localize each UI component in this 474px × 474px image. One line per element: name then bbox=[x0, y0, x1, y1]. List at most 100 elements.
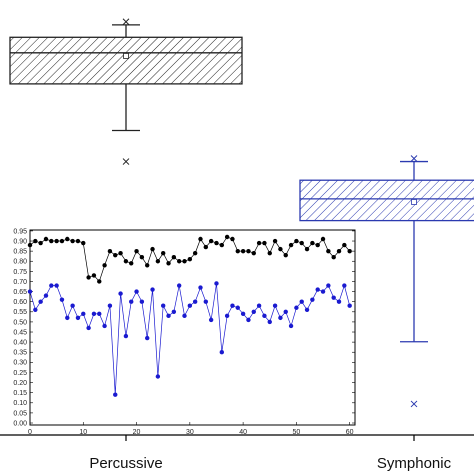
inset-y-tick-label: 0.75 bbox=[13, 269, 27, 276]
inset-y-tick-label: 0.50 bbox=[13, 319, 27, 326]
series-point bbox=[49, 283, 54, 288]
main-x-axis: Percussive Symphonic bbox=[0, 434, 474, 472]
series-point bbox=[139, 299, 145, 304]
series-point bbox=[38, 240, 43, 246]
series-point bbox=[256, 303, 262, 308]
inset-y-tick-label: 0.80 bbox=[13, 259, 27, 266]
series-point bbox=[208, 317, 214, 323]
series-point bbox=[320, 236, 326, 242]
outlier-marker bbox=[410, 400, 418, 408]
series-point bbox=[97, 311, 102, 317]
series-point bbox=[262, 313, 267, 319]
series-point bbox=[182, 259, 187, 264]
series-point bbox=[70, 303, 75, 308]
series-point bbox=[336, 248, 342, 254]
series-point bbox=[43, 236, 49, 242]
series-point bbox=[262, 240, 267, 246]
mean-marker bbox=[411, 199, 417, 205]
inset-y-tick-label: 0.95 bbox=[13, 228, 27, 235]
series-point bbox=[166, 313, 171, 319]
series-point bbox=[145, 335, 150, 341]
series-point bbox=[97, 279, 102, 284]
series-point bbox=[187, 303, 193, 308]
max-marker bbox=[410, 155, 418, 162]
series-point bbox=[150, 246, 155, 252]
series-point bbox=[166, 261, 171, 266]
inset-x-tick-label: 0 bbox=[28, 429, 32, 436]
series-point bbox=[203, 244, 209, 250]
series-point bbox=[219, 242, 225, 248]
series-point bbox=[134, 248, 139, 254]
series-point bbox=[342, 242, 347, 248]
interquartile-box bbox=[299, 179, 474, 222]
series-point bbox=[304, 246, 310, 252]
series-point bbox=[43, 293, 49, 298]
inset-y-tick-label: 0.00 bbox=[13, 420, 27, 427]
series-point bbox=[155, 374, 161, 379]
series-point bbox=[145, 263, 150, 268]
series-point bbox=[113, 252, 118, 258]
series-point bbox=[342, 283, 347, 288]
series-point bbox=[91, 273, 97, 278]
inset-frame bbox=[29, 229, 356, 426]
series-point bbox=[198, 285, 203, 290]
category-label-symphonic: Symphonic bbox=[377, 455, 452, 472]
series-point bbox=[326, 283, 331, 288]
series-point bbox=[33, 238, 38, 244]
series-point bbox=[81, 240, 86, 246]
inset-y-tick-label: 0.40 bbox=[13, 340, 27, 347]
inset-y-tick-label: 0.30 bbox=[13, 360, 27, 367]
outlier-marker bbox=[122, 158, 130, 165]
series-point bbox=[65, 315, 70, 321]
series-point bbox=[139, 255, 145, 260]
series-point bbox=[278, 315, 283, 321]
series-point bbox=[283, 309, 288, 314]
series-point bbox=[65, 236, 70, 242]
inset-x-tick-label: 60 bbox=[346, 429, 354, 436]
series-point bbox=[288, 242, 294, 248]
series-point bbox=[299, 299, 304, 304]
inset-x-tick-label: 30 bbox=[186, 429, 194, 436]
series-point bbox=[267, 250, 272, 256]
series-point bbox=[246, 317, 251, 323]
series-point bbox=[75, 238, 81, 244]
series-point bbox=[176, 283, 182, 288]
series-point bbox=[240, 311, 246, 317]
inset-x-tick-label: 10 bbox=[79, 429, 87, 436]
interquartile-box bbox=[9, 36, 243, 85]
series-point bbox=[107, 248, 113, 254]
series-point bbox=[160, 303, 166, 308]
series-point bbox=[235, 305, 240, 310]
series-point bbox=[118, 250, 123, 256]
inset-series-2 bbox=[27, 281, 352, 397]
inset-line-chart: 0.00 0.05 0.10 0.15 0.20 0.25 0.30 0.35 0.40 0.45… bbox=[0, 222, 362, 436]
box-percussive bbox=[9, 18, 243, 165]
inset-x-tick-label: 40 bbox=[239, 429, 247, 436]
series-point bbox=[315, 287, 320, 292]
series-point bbox=[113, 392, 118, 397]
series-point bbox=[192, 299, 198, 304]
series-point bbox=[118, 291, 123, 296]
inset-x-tick-label: 20 bbox=[133, 429, 141, 436]
max-marker bbox=[122, 18, 130, 26]
series-point bbox=[123, 333, 129, 339]
box-plot-layer bbox=[9, 18, 474, 408]
series-point bbox=[331, 295, 336, 300]
inset-y-tick-label: 0.90 bbox=[13, 238, 27, 245]
series-point bbox=[176, 259, 182, 264]
inset-y-tick-label: 0.85 bbox=[13, 249, 27, 256]
series-point bbox=[278, 246, 283, 252]
box-symphonic bbox=[299, 155, 474, 408]
series-point bbox=[272, 303, 278, 308]
series-point bbox=[310, 240, 315, 246]
series-point bbox=[310, 297, 315, 302]
series-point bbox=[182, 313, 187, 319]
series-point bbox=[326, 248, 331, 254]
inset-y-tick-label: 0.20 bbox=[13, 380, 27, 387]
series-point bbox=[54, 238, 59, 244]
series-point bbox=[86, 275, 91, 280]
inset-x-tick-label: 50 bbox=[292, 429, 300, 436]
series-point bbox=[192, 250, 198, 256]
series-point bbox=[246, 248, 251, 254]
